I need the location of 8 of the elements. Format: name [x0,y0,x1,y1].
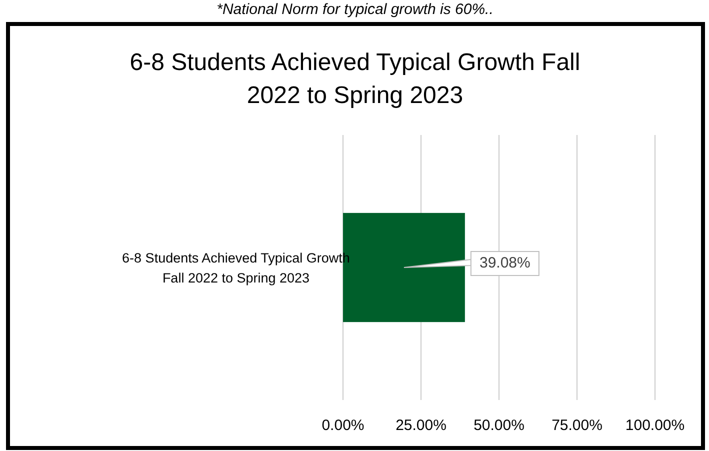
x-tick-label: 75.00% [552,417,602,434]
x-tick-label: 0.00% [322,417,364,434]
text: *National Norm for typical growth is 60%.. [216,1,494,18]
chart-title: 6-8 Students Achieved Typical Growth Fall 2022 to Spring 2023 [130,49,580,109]
data-label: 39.08% [479,254,530,272]
x-tick-label: 50.00% [474,417,524,434]
x-tick-label: 25.00% [396,417,446,434]
x-tick-label: 100.00% [625,417,685,434]
